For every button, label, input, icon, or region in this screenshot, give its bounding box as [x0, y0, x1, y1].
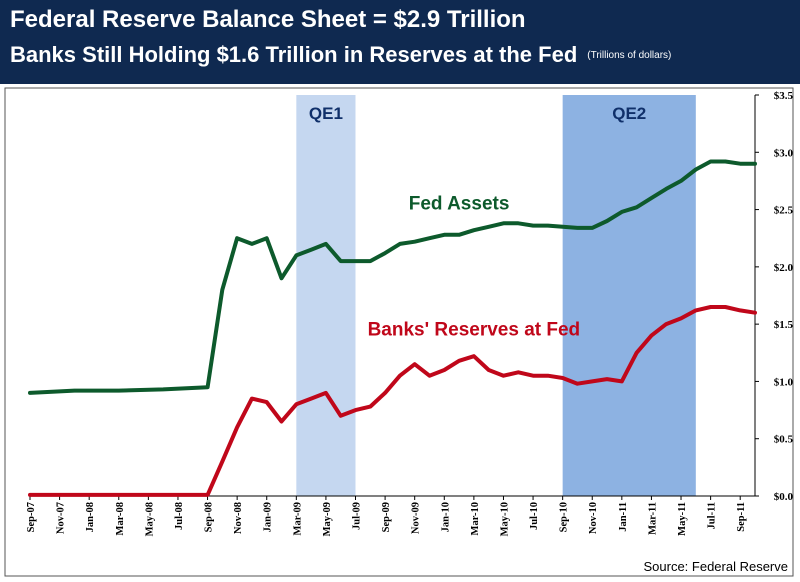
y-tick-label: $3.5 — [774, 90, 794, 102]
x-tick-label: May-11 — [677, 502, 688, 536]
x-tick-label: Nov-09 — [411, 502, 422, 534]
chart-header: Federal Reserve Balance Sheet = $2.9 Tri… — [0, 0, 800, 84]
x-tick-label: Sep-11 — [736, 502, 747, 532]
series-reserves-line — [28, 305, 757, 497]
y-tick-label: $2.0 — [774, 262, 794, 274]
band-qe2 — [562, 95, 696, 496]
x-tick-label: Jul-09 — [352, 502, 363, 530]
annotation-fed-assets: Fed Assets — [409, 194, 510, 215]
band-label-qe1: QE1 — [309, 104, 343, 123]
band-qe1 — [296, 95, 356, 496]
band-label-qe2: QE2 — [612, 104, 646, 123]
x-tick-label: Jul-11 — [707, 502, 718, 529]
x-tick-label: Mar-10 — [470, 502, 481, 535]
y-tick-label: $0.5 — [774, 434, 794, 446]
x-tick-label: Jul-10 — [529, 502, 540, 530]
x-tick-label: Nov-10 — [588, 502, 599, 534]
x-tick-label: Nov-08 — [233, 502, 244, 534]
x-tick-label: May-08 — [144, 502, 155, 536]
chart-border — [4, 87, 794, 577]
x-tick-label: Jan-08 — [85, 502, 96, 532]
chart-subtitle: Banks Still Holding $1.6 Trillion in Res… — [10, 42, 671, 68]
x-tick-label: Jan-09 — [263, 502, 274, 532]
subtitle-text: Banks Still Holding $1.6 Trillion in Res… — [10, 42, 578, 67]
x-tick-label: Sep-10 — [559, 502, 570, 532]
y-tick-label: $1.0 — [774, 376, 794, 388]
x-tick-label: Sep-08 — [204, 502, 215, 532]
x-tick-label: Sep-09 — [381, 502, 392, 532]
x-tick-label: Jan-11 — [618, 502, 629, 532]
x-tick-label: May-09 — [322, 502, 333, 536]
annotation-reserves: Banks' Reserves at Fed — [368, 320, 581, 341]
chart-title: Federal Reserve Balance Sheet = $2.9 Tri… — [10, 6, 526, 33]
y-tick-label: $3.0 — [774, 147, 794, 159]
x-tick-label: Mar-08 — [115, 502, 126, 535]
units-label: (Trillions of dollars) — [587, 50, 672, 61]
y-tick-label: $0.0 — [774, 491, 794, 503]
y-tick-label: $1.5 — [774, 319, 794, 331]
source-label: Source: Federal Reserve — [643, 559, 788, 574]
x-tick-label: Nov-07 — [56, 502, 67, 534]
series-fed-assets-line — [28, 159, 757, 395]
x-tick-label: Jul-08 — [174, 502, 185, 530]
x-tick-label: Sep-07 — [26, 502, 37, 532]
x-tick-label: Mar-09 — [292, 502, 303, 535]
x-tick-label: Mar-11 — [647, 502, 658, 535]
y-tick-label: $2.5 — [774, 205, 794, 217]
x-tick-label: Jan-10 — [440, 502, 451, 532]
x-tick-label: May-10 — [499, 502, 510, 536]
